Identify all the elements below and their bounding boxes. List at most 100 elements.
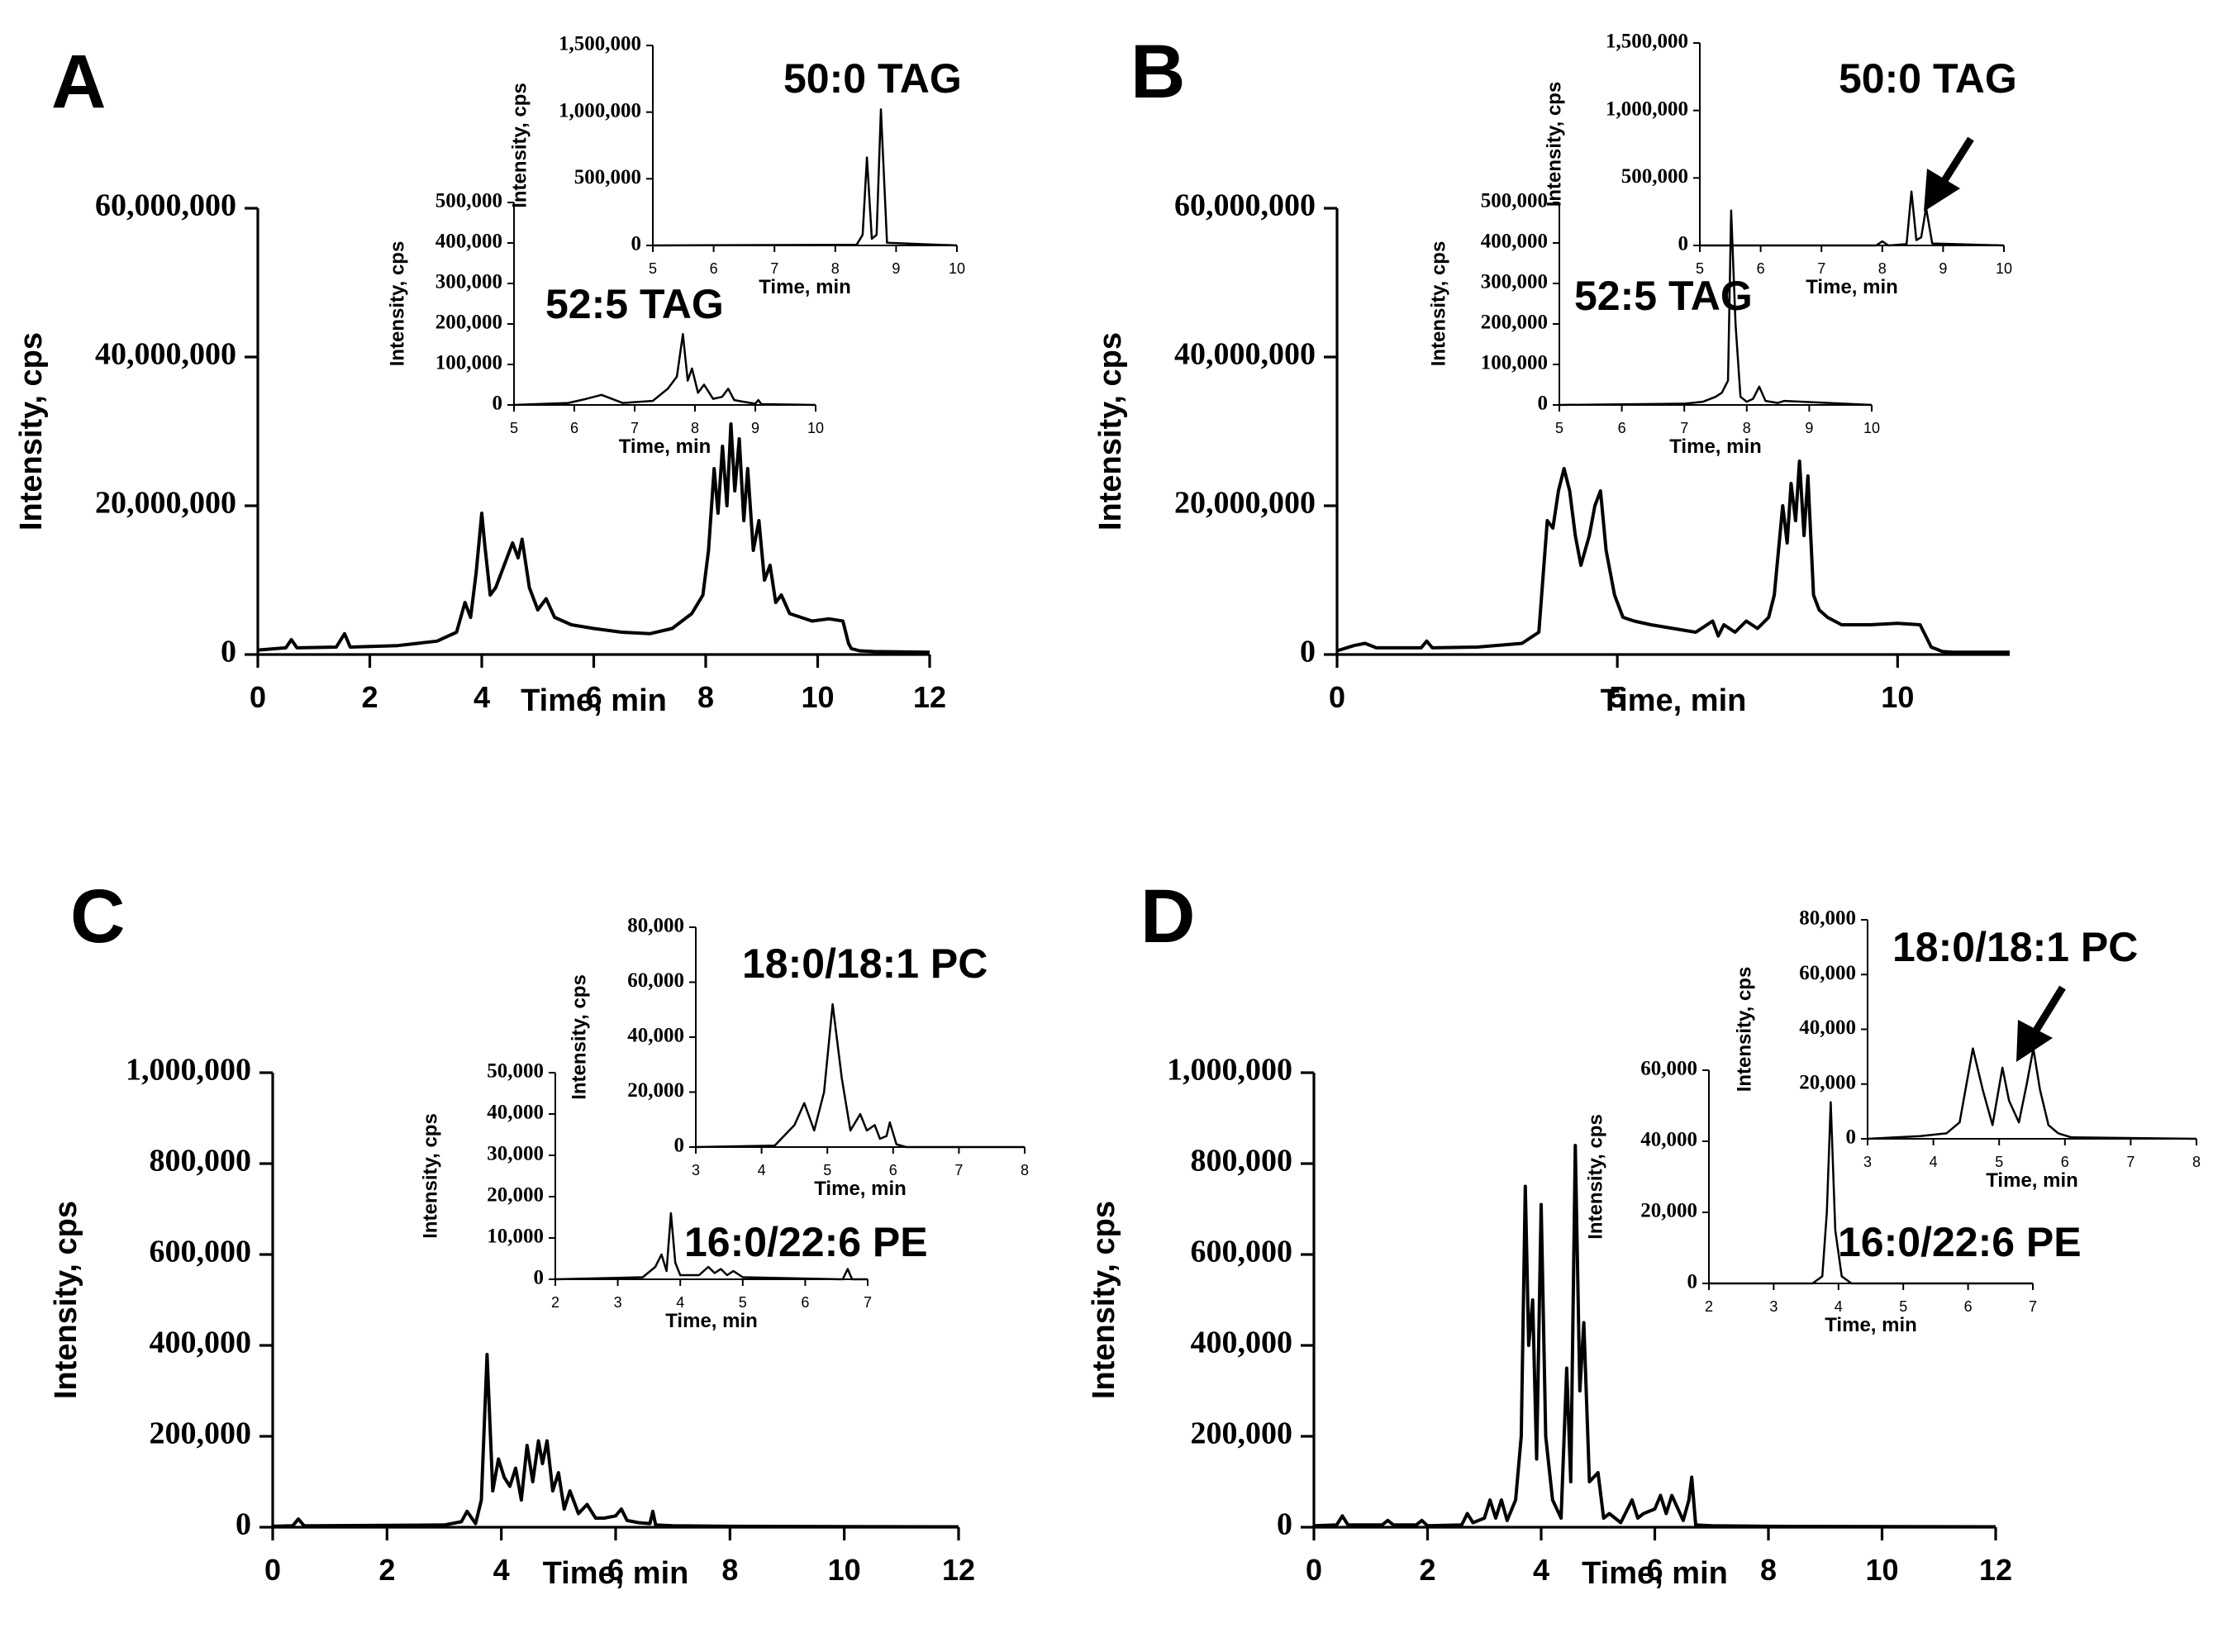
x-tick-label: 4 xyxy=(1533,1553,1549,1587)
y-tick-label: 600,000 xyxy=(150,1235,252,1269)
y-tick-label: 200,000 xyxy=(1191,1416,1293,1451)
x-tick-label: 8 xyxy=(691,420,699,436)
x-tick-label: 10 xyxy=(1881,680,1914,714)
series-line xyxy=(695,1002,1025,1149)
x-axis-label: Time, min xyxy=(521,683,667,718)
y-axis-label: Intensity, cps xyxy=(568,974,590,1100)
x-axis-label: Time, min xyxy=(1806,276,1898,298)
x-tick-label: 4 xyxy=(474,680,490,714)
x-tick-label: 3 xyxy=(614,1294,622,1311)
y-tick-label: 60,000 xyxy=(1799,962,1856,984)
y-tick-label: 500,000 xyxy=(435,190,502,212)
y-tick-label: 500,000 xyxy=(574,166,641,188)
y-tick-label: 40,000 xyxy=(1799,1016,1856,1039)
x-tick-label: 4 xyxy=(758,1162,766,1178)
y-axis-label: Intensity, cps xyxy=(49,1201,83,1399)
y-tick-label: 400,000 xyxy=(435,231,502,253)
series-line xyxy=(1336,459,2010,655)
y-tick-label: 60,000,000 xyxy=(1174,188,1316,223)
y-tick-label: 1,000,000 xyxy=(126,1053,251,1088)
inset-title: 16:0/22:6 PE xyxy=(1838,1219,2082,1265)
y-tick-label: 1,000,000 xyxy=(1606,98,1688,120)
panel-c: C 0 200,000 400,000 600,000 800,000 1,000,000… xyxy=(49,874,1029,1591)
x-tick-label: 2 xyxy=(361,680,378,714)
y-tick-label: 20,000 xyxy=(487,1184,544,1207)
y-tick-label: 200,000 xyxy=(435,312,502,334)
x-tick-label: 6 xyxy=(607,1553,624,1587)
x-tick-label: 6 xyxy=(1646,1553,1663,1587)
x-tick-label: 7 xyxy=(631,420,639,436)
series-line xyxy=(1559,209,1873,407)
x-tick-label: 2 xyxy=(378,1553,395,1587)
panel-a: A 0 20,000,000 40,000,000 60,000,000 0 2 4 6 8 10… xyxy=(14,33,965,718)
y-tick-label: 60,000 xyxy=(627,969,684,992)
arrow-icon xyxy=(1924,136,1974,212)
x-tick-label: 0 xyxy=(264,1553,281,1587)
inset-chart: 0 500,000 1,000,000 1,500,000 5 6 7 8 9 10 Time, m… xyxy=(1543,31,2012,298)
y-tick-label: 0 xyxy=(1678,233,1689,255)
x-axis-label: Time, min xyxy=(665,1310,758,1332)
panel-letter: C xyxy=(70,874,125,959)
y-tick-label: 40,000,000 xyxy=(1174,337,1316,372)
y-tick-label: 20,000,000 xyxy=(95,486,236,521)
x-tick-label: 9 xyxy=(1805,420,1813,436)
y-tick-label: 30,000 xyxy=(487,1143,544,1165)
y-tick-label: 20,000,000 xyxy=(1174,486,1316,521)
x-tick-label: 5 xyxy=(510,420,518,436)
series-line xyxy=(257,422,930,655)
x-tick-label: 2 xyxy=(1419,1553,1435,1587)
arrow-icon xyxy=(2016,985,2066,1062)
y-tick-label: 1,500,000 xyxy=(1606,31,1688,53)
y-axis-label: Intensity, cps xyxy=(14,332,49,531)
panel-letter: A xyxy=(51,40,106,124)
y-tick-label: 80,000 xyxy=(1799,907,1856,930)
x-tick-label: 10 xyxy=(828,1553,861,1587)
x-tick-label: 6 xyxy=(570,420,578,436)
x-tick-label: 2 xyxy=(551,1294,559,1311)
x-tick-label: 5 xyxy=(1995,1154,2003,1170)
y-tick-label: 100,000 xyxy=(435,352,502,374)
inset-chart: 0 100,000 200,000 300,000 400,000 500,000 5 6 7 8… xyxy=(1427,190,1880,458)
main-chart: 0 20,000,000 40,000,000 60,000,000 0 2 4 6 8 10 12… xyxy=(14,188,946,718)
y-tick-label: 20,000 xyxy=(1799,1071,1856,1093)
y-tick-label: 80,000 xyxy=(627,915,684,937)
y-axis-label: Intensity, cps xyxy=(1543,82,1565,207)
x-tick-label: 4 xyxy=(493,1553,510,1587)
inset-title: 50:0 TAG xyxy=(1839,55,2017,102)
x-tick-label: 6 xyxy=(1618,420,1626,436)
y-tick-label: 0 xyxy=(631,233,642,255)
x-tick-label: 5 xyxy=(739,1294,747,1311)
y-axis-label: Intensity, cps xyxy=(1087,1201,1121,1399)
x-tick-label: 4 xyxy=(676,1294,684,1311)
x-tick-label: 7 xyxy=(770,260,778,277)
x-tick-label: 10 xyxy=(1863,420,1880,436)
x-tick-label: 5 xyxy=(1899,1298,1907,1315)
x-tick-label: 10 xyxy=(949,260,965,277)
y-tick-label: 0 xyxy=(221,635,236,669)
x-axis-label: Time, min xyxy=(543,1556,689,1591)
y-tick-label: 600,000 xyxy=(1191,1235,1293,1269)
y-tick-label: 20,000 xyxy=(627,1079,684,1102)
x-tick-label: 7 xyxy=(954,1162,963,1178)
x-tick-label: 6 xyxy=(1964,1298,1973,1315)
y-tick-label: 300,000 xyxy=(1481,271,1548,293)
y-tick-label: 500,000 xyxy=(1621,165,1688,188)
inset-chart: 0 20,000 40,000 60,000 80,000 3 4 5 6 7 8 Time, min… xyxy=(568,915,1029,1200)
y-tick-label: 50,000 xyxy=(487,1060,544,1083)
y-tick-label: 40,000 xyxy=(627,1025,684,1047)
x-tick-label: 4 xyxy=(1835,1298,1843,1315)
y-tick-label: 0 xyxy=(534,1267,545,1289)
x-axis-label: Time, min xyxy=(1825,1314,1917,1336)
y-tick-label: 0 xyxy=(1846,1126,1857,1149)
x-tick-label: 6 xyxy=(889,1162,897,1178)
y-tick-label: 0 xyxy=(493,393,503,415)
inset-title: 16:0/22:6 PE xyxy=(684,1219,928,1265)
x-tick-label: 8 xyxy=(721,1553,738,1587)
x-tick-label: 9 xyxy=(1939,260,1947,277)
y-axis-label: Intensity, cps xyxy=(1093,332,1128,531)
x-tick-label: 0 xyxy=(1329,680,1345,714)
series-line xyxy=(272,1353,959,1529)
y-tick-label: 400,000 xyxy=(150,1326,252,1360)
inset-title: 52:5 TAG xyxy=(545,281,724,327)
